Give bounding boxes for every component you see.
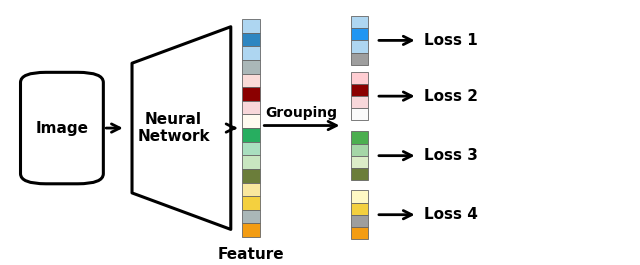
Bar bbox=[351, 84, 369, 96]
Bar bbox=[243, 87, 260, 101]
Bar bbox=[351, 215, 369, 227]
Text: Feature: Feature bbox=[218, 247, 285, 262]
Bar bbox=[243, 101, 260, 114]
Bar bbox=[351, 16, 369, 28]
Bar bbox=[243, 223, 260, 237]
Bar bbox=[243, 19, 260, 33]
Polygon shape bbox=[132, 27, 231, 229]
Bar bbox=[243, 155, 260, 169]
Bar bbox=[243, 33, 260, 46]
Bar bbox=[243, 46, 260, 60]
Bar bbox=[243, 128, 260, 142]
FancyBboxPatch shape bbox=[20, 72, 103, 184]
Bar bbox=[351, 28, 369, 40]
Bar bbox=[243, 74, 260, 87]
Bar bbox=[243, 183, 260, 196]
Text: Image: Image bbox=[35, 121, 88, 136]
Bar bbox=[351, 144, 369, 156]
Bar bbox=[351, 131, 369, 144]
Bar bbox=[351, 108, 369, 121]
Text: Loss 1: Loss 1 bbox=[424, 33, 477, 48]
Bar bbox=[243, 196, 260, 210]
Text: Loss 2: Loss 2 bbox=[424, 89, 478, 104]
Text: Neural
Network: Neural Network bbox=[137, 112, 210, 144]
Bar bbox=[351, 96, 369, 108]
Bar bbox=[243, 210, 260, 223]
Bar bbox=[243, 60, 260, 74]
Text: Grouping: Grouping bbox=[265, 106, 337, 120]
Bar bbox=[351, 52, 369, 65]
Bar bbox=[351, 227, 369, 239]
Bar bbox=[243, 169, 260, 183]
Bar bbox=[351, 156, 369, 168]
Bar bbox=[243, 114, 260, 128]
Bar bbox=[351, 40, 369, 52]
Bar bbox=[351, 190, 369, 202]
Bar bbox=[351, 168, 369, 180]
Text: Loss 3: Loss 3 bbox=[424, 148, 477, 163]
Text: Loss 4: Loss 4 bbox=[424, 207, 477, 222]
Bar bbox=[243, 142, 260, 155]
Bar bbox=[351, 202, 369, 215]
Bar bbox=[351, 72, 369, 84]
